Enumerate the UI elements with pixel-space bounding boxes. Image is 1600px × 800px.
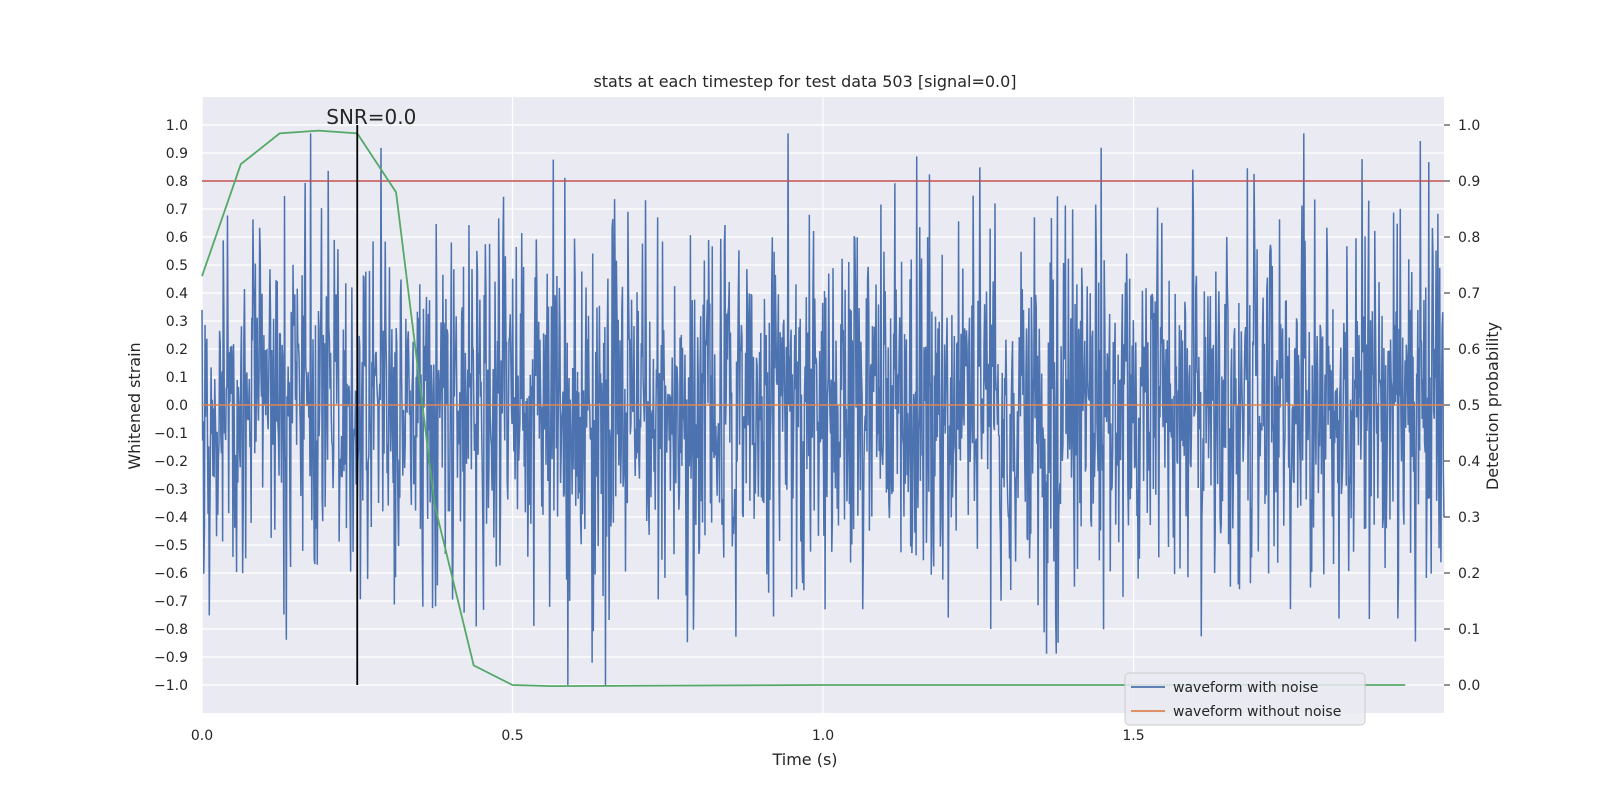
y2-tick-label: 0.3 [1458, 510, 1480, 526]
y2-tick-label: 0.8 [1458, 230, 1480, 246]
y-tick-label: 0.3 [166, 314, 188, 330]
y2-tick-label: 0.2 [1458, 566, 1480, 582]
y-tick-label: −0.9 [154, 650, 188, 666]
y-tick-label: 0.7 [166, 202, 188, 218]
y2-tick-label: 0.5 [1458, 398, 1480, 414]
y-tick-label: 0.2 [166, 342, 188, 358]
y2-tick-label: 0.1 [1458, 622, 1480, 638]
y-tick-label: −0.6 [154, 566, 188, 582]
y-tick-label: 0.4 [166, 286, 188, 302]
y2-tick-label: 0.7 [1458, 286, 1480, 302]
y2-tick-label: 0.0 [1458, 678, 1480, 694]
y-tick-label: 0.8 [166, 174, 188, 190]
x-axis-label: Time (s) [771, 750, 837, 769]
y-tick-label: 0.9 [166, 146, 188, 162]
y-tick-label: −0.4 [154, 510, 188, 526]
chart-title: stats at each timestep for test data 503… [593, 72, 1016, 91]
x-tick-label: 1.5 [1122, 728, 1144, 744]
legend-label: waveform without noise [1173, 704, 1341, 720]
y-tick-label: −0.8 [154, 622, 188, 638]
legend-box [1124, 672, 1366, 726]
y-tick-label: −0.3 [154, 482, 188, 498]
x-tick-label: 0.5 [501, 728, 523, 744]
y-tick-label: −0.1 [154, 426, 188, 442]
y-tick-label: 0.0 [166, 398, 188, 414]
y-tick-label: 0.1 [166, 370, 188, 386]
y-tick-label: −0.7 [154, 594, 188, 610]
y2-tick-label: 1.0 [1458, 118, 1480, 134]
y-tick-label: 1.0 [166, 118, 188, 134]
waveform-with-noise-line [201, 133, 1445, 686]
legend-label: waveform with noise [1173, 680, 1318, 696]
y-tick-label: 0.6 [166, 230, 188, 246]
y2-tick-label: 0.6 [1458, 342, 1480, 358]
y2-axis-label: Detection probability [1483, 322, 1502, 490]
y-axis-label: Whitened strain [125, 342, 144, 469]
y-tick-label: −0.5 [154, 538, 188, 554]
y-tick-label: −0.2 [154, 454, 188, 470]
y-tick-label: 0.5 [166, 258, 188, 274]
detection-probability-line [201, 129, 1406, 688]
snr-annotation: SNR=0.0 [326, 105, 416, 129]
y2-tick-label: 0.9 [1458, 174, 1480, 190]
x-tick-label: 0.0 [191, 728, 213, 744]
y2-tick-label: 0.4 [1458, 454, 1480, 470]
x-tick-label: 1.0 [812, 728, 834, 744]
y-tick-label: −1.0 [154, 678, 188, 694]
